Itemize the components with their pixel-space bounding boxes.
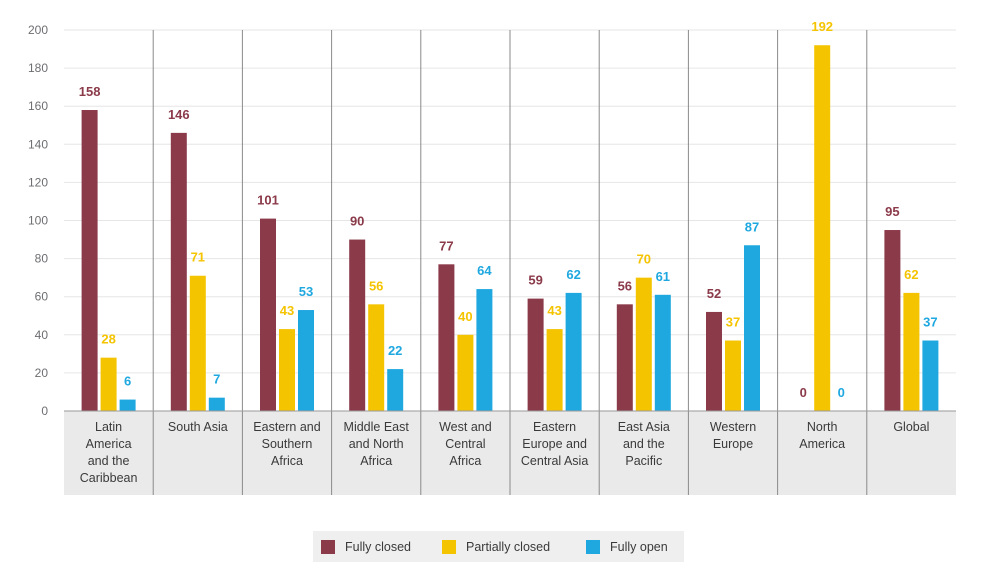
bar [744, 245, 760, 411]
bar [457, 334, 474, 411]
y-tick-label: 0 [41, 404, 48, 418]
legend-background [313, 531, 684, 562]
data-label: 6 [124, 374, 131, 389]
data-label: 70 [637, 252, 651, 267]
bar [349, 239, 366, 411]
data-label: 62 [904, 267, 918, 282]
legend-label: Fully closed [345, 540, 411, 554]
bar [279, 329, 295, 411]
bar [119, 399, 136, 411]
bar [438, 264, 455, 411]
data-label: 90 [350, 214, 364, 229]
bar [814, 45, 831, 412]
bar [903, 292, 920, 411]
bar [527, 298, 544, 411]
bar [922, 340, 939, 411]
legend-label: Partially closed [466, 540, 550, 554]
data-label: 158 [79, 84, 101, 99]
data-label: 37 [923, 315, 937, 330]
data-label: 87 [745, 219, 759, 234]
bar [884, 230, 901, 411]
category-label: North America [799, 420, 845, 451]
data-label: 7 [213, 372, 220, 387]
data-label: 101 [257, 193, 279, 208]
y-tick-label: 60 [35, 290, 49, 304]
bar [616, 304, 633, 411]
bar [635, 277, 652, 411]
data-label: 95 [885, 204, 899, 219]
category-label: West and Central Africa [439, 420, 492, 468]
y-tick-label: 80 [35, 252, 49, 266]
data-label: 43 [547, 303, 561, 318]
bar [476, 289, 493, 411]
category-label: Eastern Europe and Central Asia [521, 420, 588, 468]
data-label: 52 [707, 286, 721, 301]
bar [387, 369, 404, 411]
bar [100, 357, 117, 411]
category-label: Western Europe [710, 420, 756, 451]
data-label: 56 [369, 278, 383, 293]
legend-label: Fully open [610, 540, 668, 554]
legend-swatch [586, 540, 600, 554]
bar [546, 329, 563, 411]
category-label: East Asia and the Pacific [618, 420, 670, 468]
bar [368, 304, 385, 411]
data-label: 64 [477, 263, 492, 278]
data-label: 43 [280, 303, 294, 318]
data-label: 62 [566, 267, 580, 282]
legend-swatch [442, 540, 456, 554]
data-label: 61 [656, 269, 670, 284]
y-tick-label: 160 [28, 99, 48, 113]
category-label: Eastern and Southern Africa [253, 420, 320, 468]
bar [298, 310, 314, 411]
data-label: 56 [618, 278, 632, 293]
y-tick-label: 180 [28, 61, 48, 75]
bar [208, 397, 225, 411]
y-tick-label: 120 [28, 175, 48, 189]
legend: Fully closed Partially closed Fully open [313, 531, 684, 562]
data-label: 22 [388, 343, 402, 358]
y-tick-label: 140 [28, 137, 48, 151]
data-label: 59 [528, 273, 542, 288]
data-label: 0 [800, 385, 807, 400]
data-label: 146 [168, 107, 190, 122]
bar [565, 292, 582, 411]
bar [189, 275, 206, 411]
bar [725, 340, 741, 411]
y-axis-ticks: 0 20 40 60 80 100 120 140 160 180 200 [28, 23, 48, 418]
y-tick-label: 200 [28, 23, 48, 37]
bars [81, 45, 939, 412]
bar [260, 218, 276, 411]
category-label: Latin America and the Caribbean [80, 420, 138, 485]
data-label: 37 [726, 315, 740, 330]
bar [706, 311, 722, 411]
data-label: 40 [458, 309, 472, 324]
category-label: Middle East and North Africa [344, 420, 410, 468]
data-labels: 158 28 6 146 71 7 101 43 53 90 56 22 77 40 64 59 43 62 56 7… [79, 19, 938, 400]
bar [654, 294, 671, 411]
data-label: 71 [191, 250, 205, 265]
data-label: 192 [811, 19, 833, 34]
y-tick-label: 100 [28, 214, 48, 228]
y-tick-label: 20 [35, 366, 49, 380]
category-dividers [152, 30, 868, 495]
category-label: South Asia [168, 420, 228, 434]
data-label: 77 [439, 238, 453, 253]
bar [81, 110, 98, 411]
bar [170, 132, 187, 411]
y-tick-label: 40 [35, 328, 49, 342]
category-labels: Latin America and the Caribbean South Asia Ea… [80, 420, 930, 485]
category-label: Global [893, 420, 929, 434]
data-label: 53 [299, 284, 313, 299]
legend-swatch [321, 540, 335, 554]
data-label: 28 [101, 332, 115, 347]
data-label: 0 [838, 385, 845, 400]
